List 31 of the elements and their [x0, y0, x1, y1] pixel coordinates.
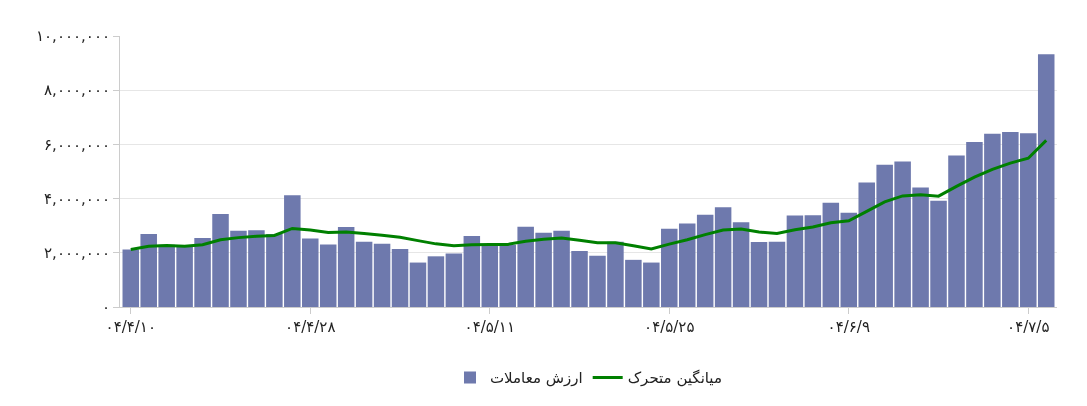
y-tick-label: ۲,۰۰۰,۰۰۰: [44, 244, 110, 263]
y-tick-label: ۴,۰۰۰,۰۰۰: [44, 189, 110, 208]
legend-label: میانگین متحرک: [627, 369, 722, 388]
bar: [355, 241, 373, 307]
x-tick-label: ۰۴/۴/۲۸: [285, 318, 336, 336]
x-tick-label: ۰۴/۵/۲۵: [644, 318, 695, 336]
y-tick-label: ۸,۰۰۰,۰۰۰: [44, 81, 110, 100]
bar: [768, 241, 786, 307]
x-tick-label: ۰۴/۴/۱۰: [105, 318, 156, 336]
bar: [409, 262, 427, 307]
bar: [714, 207, 732, 307]
y-tick-label: ۰: [101, 298, 110, 317]
bar: [750, 241, 768, 307]
bar: [445, 253, 463, 307]
line-series: [129, 138, 1048, 252]
y-tick-label: ۱۰,۰۰۰,۰۰۰: [36, 27, 110, 46]
bar: [373, 243, 391, 307]
bar: [427, 256, 445, 307]
legend-label: ارزش معاملات: [490, 369, 583, 388]
bar: [786, 215, 804, 307]
bar: [391, 249, 409, 307]
bar: [337, 227, 355, 307]
bar: [463, 236, 481, 307]
x-tick-label: ۰۴/۷/۵: [1007, 318, 1050, 336]
x-tick-label: ۰۴/۶/۹: [827, 318, 870, 336]
bar: [822, 202, 840, 307]
bar: [804, 215, 822, 307]
y-tick-label: ۶,۰۰۰,۰۰۰: [44, 135, 110, 154]
x-tick-label: ۰۴/۵/۱۱: [464, 318, 515, 336]
bar: [696, 214, 714, 307]
bar: [732, 222, 750, 307]
